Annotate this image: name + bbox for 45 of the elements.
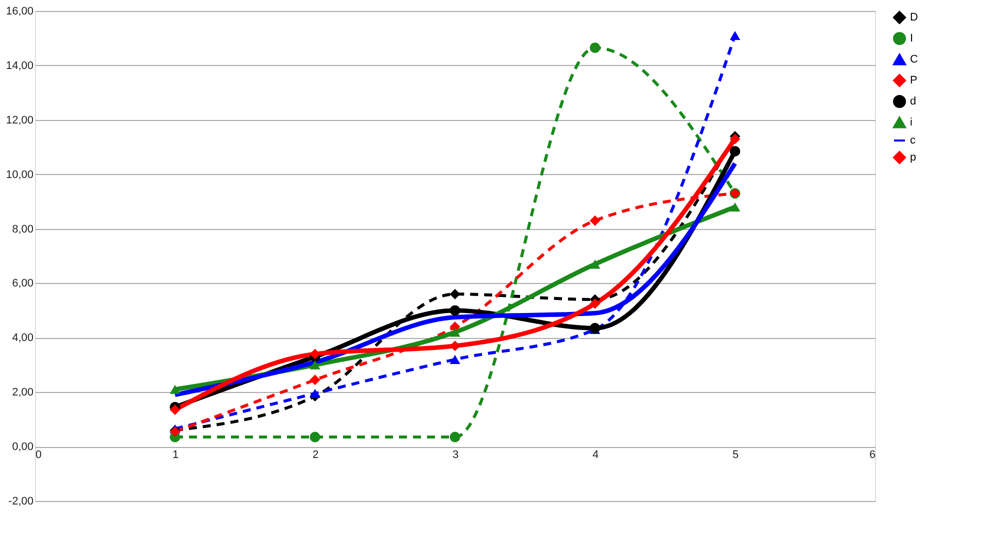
- y-tick-label: 4,00: [12, 332, 34, 344]
- y-tick-label: 8,00: [12, 223, 34, 236]
- legend-label: I: [910, 32, 914, 44]
- point: [310, 360, 320, 370]
- legend-label: d: [910, 96, 916, 108]
- x-tick-label: 5: [732, 449, 739, 462]
- y-tick-label: 0,00: [12, 441, 34, 454]
- point: [450, 354, 460, 364]
- x-tick-label: 1: [172, 449, 179, 462]
- point: [590, 298, 600, 309]
- legend-label: P: [910, 74, 918, 86]
- x-tick-label: 3: [452, 449, 459, 462]
- point: [310, 374, 320, 386]
- x-tick-label: 4: [592, 449, 599, 462]
- point: [310, 348, 320, 360]
- point: [590, 260, 600, 269]
- point: [730, 30, 740, 40]
- y-tick-label: 6,00: [12, 278, 34, 290]
- y-tick-label: 14,00: [6, 60, 34, 72]
- point: [450, 288, 460, 300]
- legend-label: C: [910, 54, 918, 66]
- legend-label: p: [910, 152, 916, 164]
- x-tick-label: 6: [869, 449, 876, 462]
- point: [450, 432, 460, 442]
- point: [730, 146, 740, 156]
- y-tick-label: 12,00: [6, 114, 34, 126]
- point: [450, 328, 460, 337]
- y-tick-label: -2,00: [8, 496, 34, 508]
- point: [170, 404, 180, 416]
- y-tick-label: 10,00: [6, 168, 34, 181]
- x-tick-label: 2: [312, 449, 319, 462]
- point: [310, 432, 320, 442]
- point: [170, 384, 180, 394]
- point: [730, 134, 740, 144]
- point: [590, 42, 600, 53]
- legend-label: c: [910, 134, 916, 146]
- point: [450, 305, 460, 316]
- point: [730, 202, 740, 212]
- point: [310, 388, 320, 398]
- legend-label: i: [910, 116, 912, 128]
- y-tick-label: 16,00: [6, 6, 34, 18]
- y-tick-label: 2,00: [12, 386, 34, 399]
- x-tick-label: 0: [36, 449, 42, 462]
- point: [590, 215, 600, 226]
- legend-label: D: [910, 12, 918, 24]
